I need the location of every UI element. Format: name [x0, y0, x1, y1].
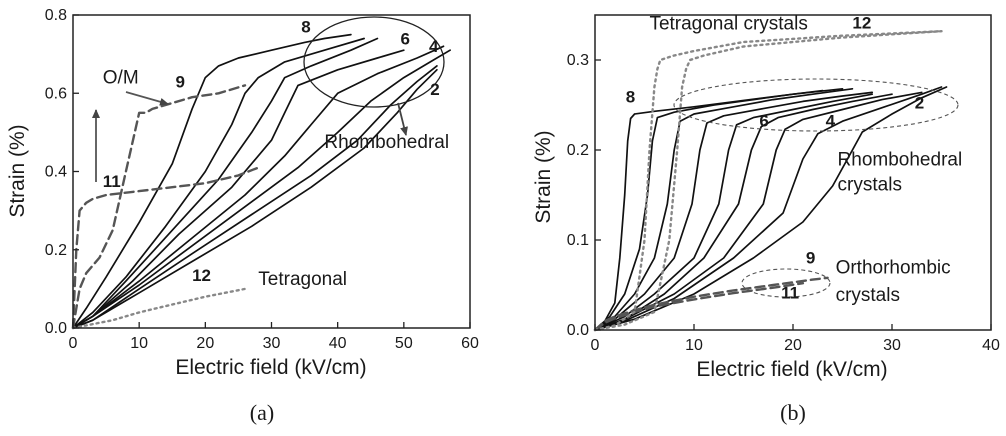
panel-b-annotation: Orthorhombic: [836, 257, 951, 278]
panel-b-annotation: Rhombohedral: [838, 149, 963, 170]
panel-a-series-2-curve: [72, 37, 365, 329]
panel-b-series-4-curve: [594, 91, 874, 331]
panel-a-series-11-curve: [71, 287, 247, 330]
panel-a-annotations: O/M Rhombohedral Tetragonal 8 6 4 2 9 11 12: [103, 18, 449, 290]
panel-b-curve-number-label: 9: [806, 248, 815, 267]
panel-a-y-tick-label: 0.0: [45, 320, 67, 337]
panel-b-y-tick-label: 0.2: [567, 142, 589, 159]
panel-b-rhombohedral-ellipse: [673, 78, 959, 132]
panel-b-annotations: Tetragonal crystals Rhombohedral crystals O…: [626, 13, 963, 306]
panel-b-y-axis-title: Strain (%): [532, 130, 555, 223]
panel-a-y-axis-title: Strain (%): [6, 124, 29, 217]
panel-a-label: (a): [250, 400, 274, 425]
panel-a-x-tick-label: 20: [196, 335, 214, 352]
panel-b-curves: [593, 30, 948, 332]
panel-a-series-5-curve: [72, 45, 445, 329]
panel-a-x-tick-label: 50: [395, 335, 413, 352]
panel-b-y-tick-label: 0.1: [567, 232, 589, 249]
panel-b-x-tick-label: 30: [883, 337, 901, 354]
panel-b-curve-number-label: 8: [626, 87, 635, 106]
panel-b-curve-number-label: 11: [781, 284, 799, 303]
panel-b-label: (b): [780, 400, 806, 425]
panel-a-curve-number-label: 11: [103, 172, 121, 191]
panel-a-curve-number-label: 4: [429, 37, 439, 56]
panel-b-series-5-curve: [594, 93, 874, 331]
panel-b: 0 10 20 30 40 0.0 0.1 0.2 0.3 Strain (%) Electri…: [532, 13, 1000, 425]
panel-b-series-7-curve: [594, 91, 923, 331]
panel-a-y-tick-label: 0.8: [45, 7, 67, 24]
panel-a-y-tick-label: 0.6: [45, 85, 67, 102]
panel-a-curve-number-label: 2: [430, 80, 439, 99]
panel-a-curves: [71, 33, 451, 330]
panel-a-curve-number-label: 9: [176, 72, 185, 91]
panel-b-x-axis-title: Electric field (kV/cm): [696, 358, 887, 381]
panel-a-rhombohedral-ellipse: [303, 16, 445, 108]
panel-b-series-12-curve: [593, 30, 943, 332]
panel-a-series-1-curve: [72, 33, 352, 329]
panel-a-series-3-curve: [72, 37, 379, 329]
panel-a-series-4-curve: [72, 49, 405, 329]
panel-b-series-6-curve: [594, 93, 893, 331]
panel-a-annotation: Tetragonal: [258, 269, 347, 290]
panel-a-om-arrow-right: [125, 91, 169, 106]
panel-a-y-tick-label: 0.2: [45, 242, 67, 259]
panel-b-annotation: crystals: [836, 285, 900, 306]
panel-a-curve-number-label: 8: [301, 18, 310, 37]
panel-b-x-tick-label: 40: [982, 337, 1000, 354]
panel-a-series-8-curve: [72, 68, 438, 329]
panel-b-series-13-curve: [593, 30, 943, 332]
panel-a-x-axis-title: Electric field (kV/cm): [175, 356, 366, 379]
panel-b-x-tick-label: 10: [685, 337, 703, 354]
panel-a-series-10-curve: [71, 166, 260, 330]
panel-b-series-10-curve: [593, 276, 829, 332]
panel-a-x-tick-label: 40: [329, 335, 347, 352]
panel-b-y-tick-label: 0.0: [567, 322, 589, 339]
panel-b-y-tick-label: 0.3: [567, 52, 589, 69]
panel-a-y-tick-label: 0.4: [45, 164, 67, 181]
panel-a-series-9-curve: [71, 84, 247, 330]
panel-a-overlays: [92, 16, 445, 182]
panel-a: 0 10 20 30 40 50 600.00.20.40.60.8 Strain (%) …: [6, 7, 479, 425]
panel-b-series-2-curve: [594, 87, 844, 331]
panel-a-series-6-curve: [72, 49, 451, 329]
panel-a-x-tick-label: 60: [461, 335, 479, 352]
panel-b-orthorhombic-ellipse: [741, 268, 831, 298]
panel-b-x-tick-label: 20: [784, 337, 802, 354]
panel-b-curve-number-label: 2: [915, 94, 924, 113]
panel-b-overlays: [673, 78, 959, 298]
panel-b-series-8-curve: [594, 86, 943, 331]
panel-a-annotation: Rhombohedral: [324, 132, 449, 153]
panel-b-annotation: crystals: [838, 175, 902, 196]
panel-b-curve-number-label: 4: [826, 112, 836, 131]
panel-b-x-tick-label: 0: [591, 337, 600, 354]
panel-a-series-7-curve: [72, 65, 438, 329]
panel-a-curve-number-label: 12: [192, 266, 211, 285]
panel-b-annotation: Tetragonal crystals: [649, 13, 807, 34]
panel-b-curve-number-label: 6: [759, 112, 768, 131]
panel-a-rhombohedral-arrow: [397, 102, 408, 136]
panel-b-axis-ticks: 0 10 20 30 40 0.0 0.1 0.2 0.3: [567, 52, 1000, 354]
panel-a-x-tick-label: 10: [130, 335, 148, 352]
panel-a-annotation: O/M: [103, 67, 139, 88]
panel-b-curve-number-label: 12: [852, 14, 871, 33]
panel-a-curve-number-label: 6: [401, 29, 410, 48]
panel-a-axis-ticks: 0 10 20 30 40 50 60 0.0 0.2 0.4 0.6 0.8: [45, 7, 479, 352]
panel-a-x-tick-label: 0: [69, 335, 78, 352]
panel-a-x-tick-label: 30: [263, 335, 281, 352]
